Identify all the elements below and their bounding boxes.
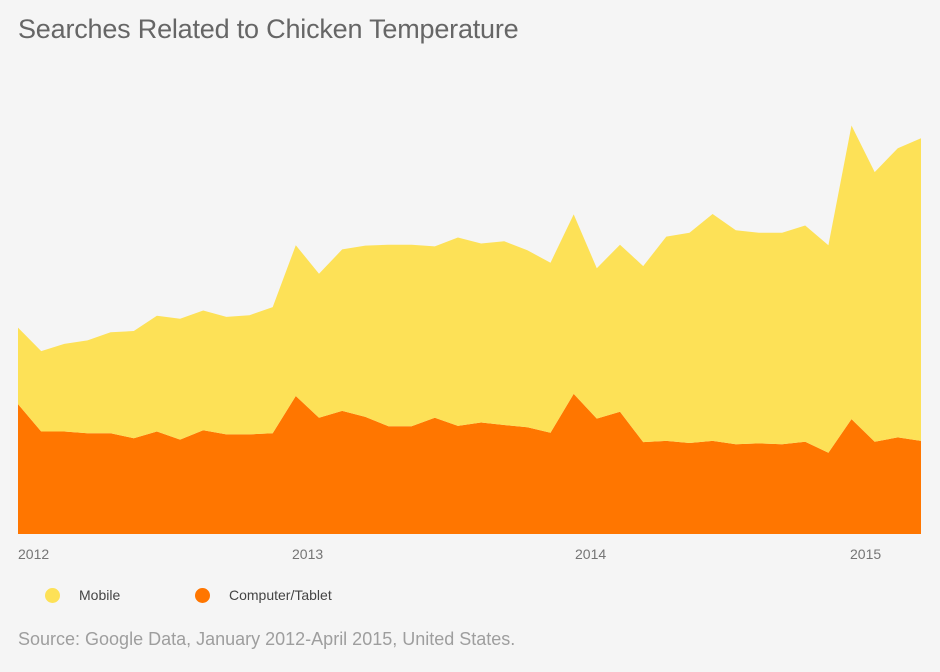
mobile-swatch-icon [45,587,60,603]
x-tick-2012: 2012 [18,546,50,562]
legend-item-computer-tablet[interactable]: Computer/Tablet [195,587,332,603]
legend-label-computer-tablet: Computer/Tablet [229,587,332,603]
legend-item-mobile[interactable]: Mobile [45,587,120,603]
legend-label-mobile: Mobile [79,587,121,603]
chart-title: Searches Related to Chicken Temperature [18,14,519,44]
x-tick-2015: 2015 [850,546,882,562]
area-series-computer-tablet [18,393,921,534]
x-tick-2013: 2013 [292,546,324,562]
source-note: Source: Google Data, January 2012-April … [18,629,516,649]
area-series-mobile [18,125,921,453]
x-tick-2014: 2014 [575,546,607,562]
computer-tablet-swatch-icon [195,587,210,603]
